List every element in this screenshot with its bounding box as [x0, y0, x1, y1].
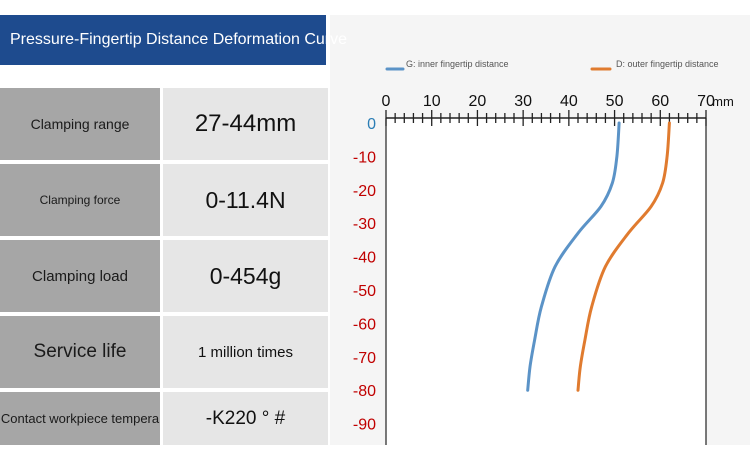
- spec-label: Clamping load: [0, 240, 160, 312]
- x-tick-label: 70: [697, 93, 715, 110]
- y-tick-label: -30: [353, 216, 376, 233]
- spec-row-clamping-force: Clamping force 0-11.4N: [0, 164, 328, 236]
- spec-row-clamping-range: Clamping range 27-44mm: [0, 88, 328, 160]
- y-tick-label: -10: [353, 149, 376, 166]
- spec-row-clamping-load: Clamping load 0-454g: [0, 240, 328, 312]
- spec-label: Contact workpiece tempera: [0, 392, 160, 445]
- series-line-outer: [576, 121, 671, 392]
- spec-label: Service life: [0, 316, 160, 388]
- spec-value: 0-11.4N: [163, 164, 328, 236]
- y-tick-label: 0: [367, 116, 376, 133]
- spec-value: 0-454g: [163, 240, 328, 312]
- x-tick-label: 10: [423, 93, 441, 110]
- y-tick-label: -20: [353, 183, 376, 200]
- y-tick-label: -40: [353, 250, 376, 267]
- page-title: Pressure-Fingertip Distance Deformation …: [10, 31, 348, 48]
- spec-label: Clamping range: [0, 88, 160, 160]
- spec-value: 27-44mm: [163, 88, 328, 160]
- row-divider: [0, 238, 328, 240]
- x-tick-label: 50: [606, 93, 624, 110]
- y-tick-label: -80: [353, 383, 376, 400]
- plot-area: [386, 118, 706, 445]
- series-line-inner: [526, 121, 621, 392]
- spec-table: Clamping range 27-44mm Clamping force 0-…: [0, 88, 328, 445]
- row-divider: [0, 314, 328, 316]
- row-divider: [0, 390, 328, 392]
- x-tick-label: 0: [382, 93, 391, 110]
- x-tick-label: 40: [560, 93, 578, 110]
- chart-title-banner: Pressure-Fingertip Distance Deformation …: [0, 15, 347, 65]
- y-tick-label: -90: [353, 417, 376, 434]
- spec-value: -K220 ° #: [163, 392, 328, 445]
- series-group: [526, 121, 671, 392]
- x-tick-label: 60: [651, 93, 669, 110]
- spec-row-service-life: Service life 1 million times: [0, 316, 328, 388]
- legend-label-outer: D: outer fingertip distance: [616, 59, 719, 69]
- y-tick-label: -70: [353, 350, 376, 367]
- y-tick-label: -50: [353, 283, 376, 300]
- axes-frame: [385, 118, 707, 445]
- y-axis: 0 -10 -20 -30 -40 -50 -60 -70 -80 -90: [353, 116, 376, 434]
- x-tick-label: 20: [469, 93, 487, 110]
- legend-label-inner: G: inner fingertip distance: [406, 59, 509, 69]
- x-axis-unit-label: mm: [712, 94, 734, 109]
- x-tick-label: 30: [514, 93, 532, 110]
- chart-panel: G: inner fingertip distance D: outer fin…: [330, 15, 750, 445]
- deformation-chart: G: inner fingertip distance D: outer fin…: [353, 59, 734, 445]
- spec-row-contact-temperature: Contact workpiece tempera -K220 ° #: [0, 392, 328, 445]
- y-tick-label: -60: [353, 316, 376, 333]
- spec-label: Clamping force: [0, 164, 160, 236]
- legend: G: inner fingertip distance D: outer fin…: [385, 59, 719, 71]
- spec-value: 1 million times: [163, 316, 328, 388]
- row-divider: [0, 162, 328, 164]
